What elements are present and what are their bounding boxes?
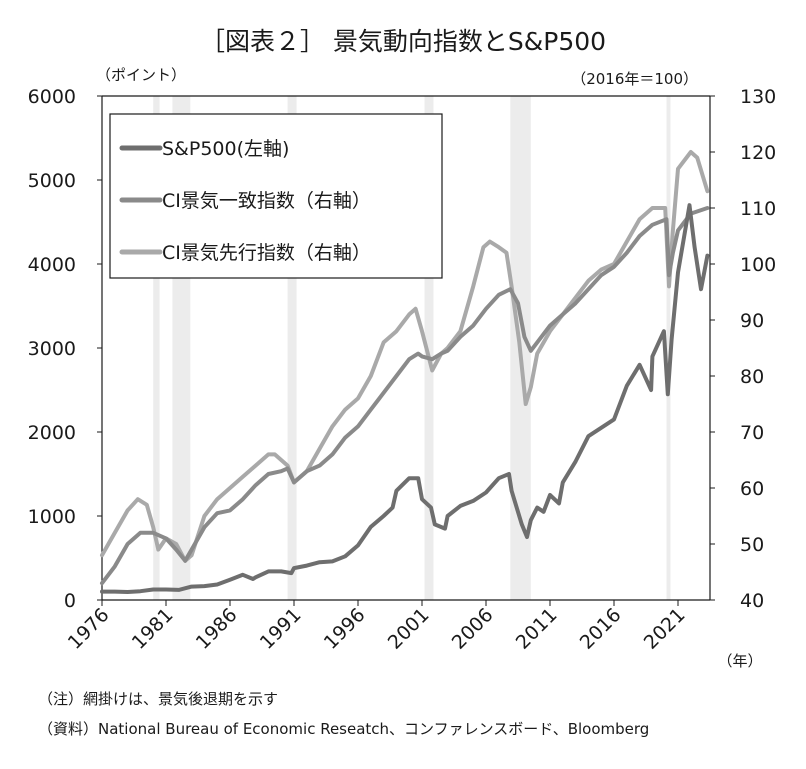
- left-tick-label: 6000: [28, 86, 76, 108]
- legend-label: S&P500(左軸): [162, 138, 289, 160]
- legend-label: CI景気一致指数（右軸）: [162, 190, 371, 212]
- left-tick-label: 5000: [28, 170, 76, 192]
- x-tick-label: 2001: [384, 604, 434, 654]
- right-tick-label: 70: [740, 422, 764, 444]
- axes: [97, 95, 715, 606]
- right-axis-unit: （2016年＝100）: [571, 70, 698, 88]
- right-tick-label: 100: [740, 254, 776, 276]
- recession-band: [666, 96, 671, 600]
- right-tick-label: 130: [740, 86, 776, 108]
- x-tick-label: 1991: [256, 604, 306, 654]
- x-tick-label: 1981: [128, 604, 178, 654]
- left-tick-label: 3000: [28, 338, 76, 360]
- left-tick-label: 1000: [28, 506, 76, 528]
- legend: S&P500(左軸) CI景気一致指数（右軸） CI景気先行指数（右軸）: [109, 113, 443, 279]
- x-tick-label: 2016: [576, 604, 626, 654]
- recession-band: [424, 96, 434, 600]
- legend-label: CI景気先行指数（右軸）: [162, 242, 371, 264]
- right-tick-label: 120: [740, 142, 776, 164]
- series-line: [100, 203, 710, 594]
- right-tick-label: 90: [740, 310, 764, 332]
- left-tick-label: 4000: [28, 254, 76, 276]
- series-lines: [100, 150, 710, 594]
- right-tick-label: 80: [740, 366, 764, 388]
- left-tick-label: 0: [64, 590, 76, 612]
- x-tick-label: 2011: [512, 604, 562, 654]
- left-axis-unit: （ポイント）: [96, 66, 186, 84]
- recession-band: [287, 96, 297, 600]
- x-tick-label: 1986: [192, 604, 242, 654]
- right-tick-label: 110: [740, 198, 776, 220]
- x-tick-label: 1996: [320, 604, 370, 654]
- recession-band: [153, 96, 160, 600]
- chart-title: ［図表２］ 景気動向指数とS&P500: [200, 27, 606, 56]
- footnote-source: （資料）National Bureau of Economic Reseatch…: [38, 720, 649, 738]
- legend-box: [109, 113, 443, 279]
- right-tick-label: 60: [740, 478, 764, 500]
- left-tick-label: 2000: [28, 422, 76, 444]
- x-tick-label: 2021: [640, 604, 690, 654]
- right-tick-label: 40: [740, 590, 764, 612]
- right-tick-label: 50: [740, 534, 764, 556]
- x-axis-unit: （年）: [717, 652, 762, 670]
- x-tick-label: 2006: [448, 604, 498, 654]
- footnote-note: （注）網掛けは、景気後退期を示す: [38, 690, 278, 708]
- series-line: [100, 206, 710, 586]
